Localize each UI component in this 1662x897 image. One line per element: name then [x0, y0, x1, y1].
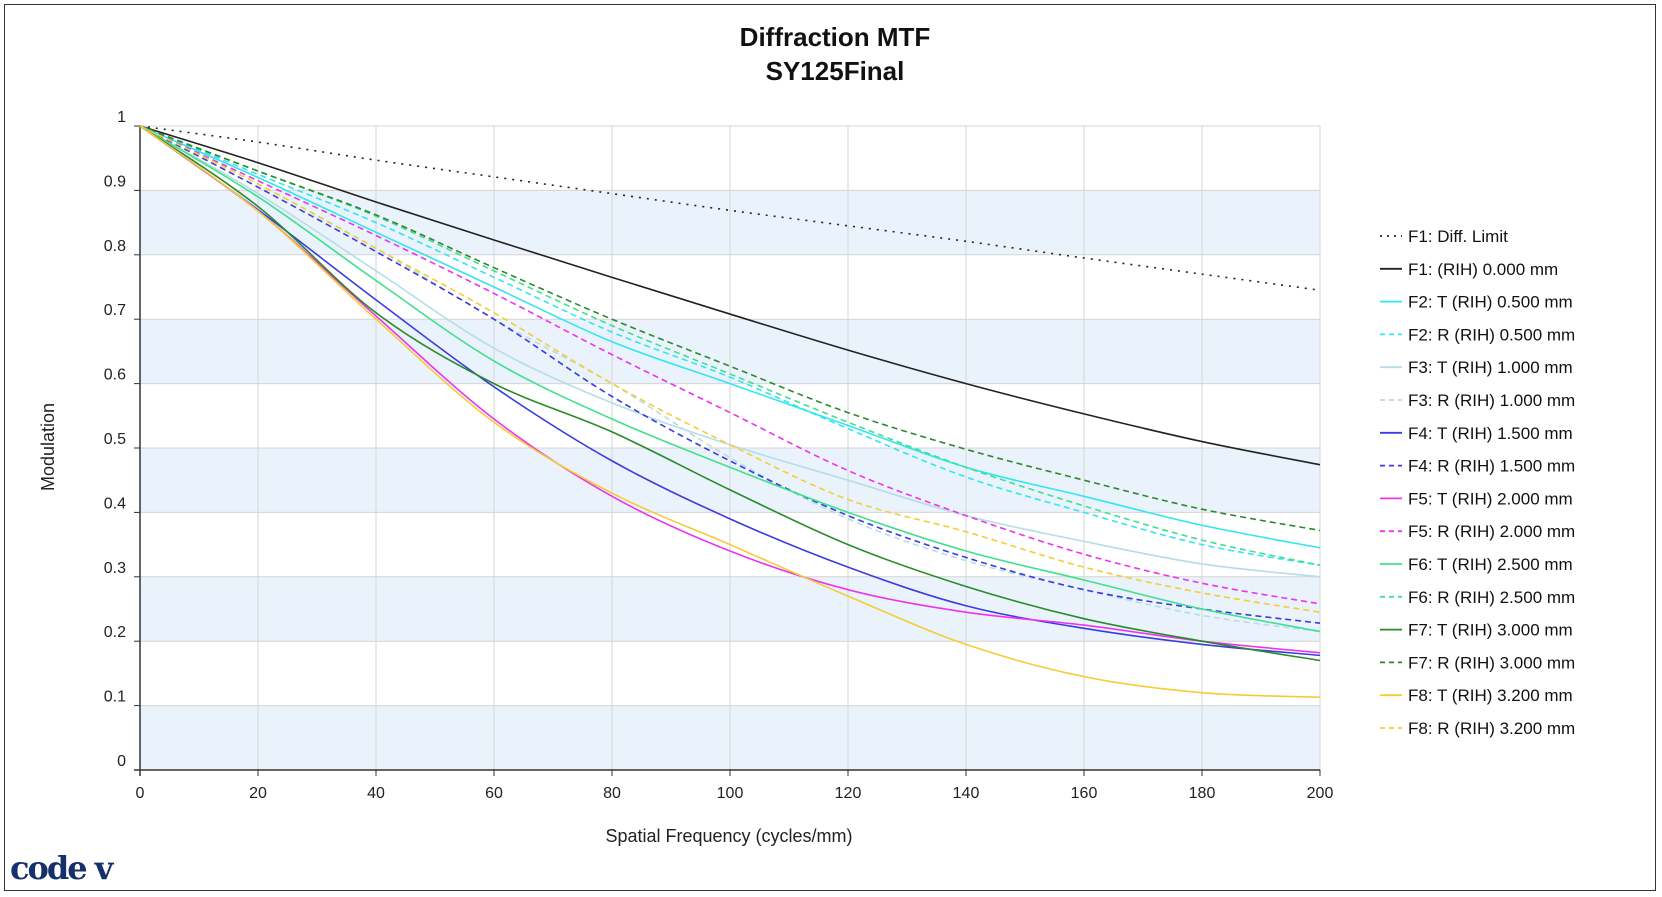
legend-entry: F1: (RIH) 0.000 mm	[1380, 260, 1558, 279]
chart-title: Diffraction MTF	[740, 22, 931, 52]
series-line-f5-t-rih-2-000-mm	[139, 125, 1321, 654]
y-tick-label: 0.9	[104, 173, 126, 190]
series-line-f1-rih-0-000-mm	[139, 125, 1321, 466]
legend-label: F5: R (RIH) 2.000 mm	[1408, 522, 1575, 541]
legend-label: F4: T (RIH) 1.500 mm	[1408, 424, 1573, 443]
series-line-f7-t-rih-3-000-mm	[139, 125, 1321, 662]
x-tick-label: 20	[249, 785, 267, 802]
y-tick-label: 0.8	[104, 238, 126, 255]
y-tick-label: 0.3	[104, 560, 126, 577]
legend-label: F3: T (RIH) 1.000 mm	[1408, 358, 1573, 377]
series-line-f6-t-rih-2-500-mm	[139, 125, 1321, 633]
x-tick-label: 200	[1307, 785, 1334, 802]
legend-label: F7: R (RIH) 3.000 mm	[1408, 653, 1575, 672]
legend-entry: F4: T (RIH) 1.500 mm	[1380, 424, 1573, 443]
series-line-f4-t-rih-1-500-mm	[139, 125, 1321, 657]
y-tick-label: 1	[117, 109, 126, 126]
legend-label: F6: R (RIH) 2.500 mm	[1408, 588, 1575, 607]
legend-label: F3: R (RIH) 1.000 mm	[1408, 391, 1575, 410]
y-tick-label: 0.7	[104, 302, 126, 319]
x-tick-label: 40	[367, 785, 385, 802]
x-tick-label: 180	[1189, 785, 1216, 802]
y-tick-label: 0	[117, 753, 126, 770]
legend-label: F1: (RIH) 0.000 mm	[1408, 260, 1558, 279]
y-tick-label: 0.4	[104, 495, 126, 512]
series-lines	[139, 125, 1321, 699]
legend-entry: F7: T (RIH) 3.000 mm	[1380, 621, 1573, 640]
y-tick-label: 0.1	[104, 689, 126, 706]
legend-label: F2: T (RIH) 0.500 mm	[1408, 293, 1573, 312]
legend: F1: Diff. Limit F1: (RIH) 0.000 mm F2: T (…	[1380, 227, 1575, 738]
legend-entry: F8: T (RIH) 3.200 mm	[1380, 686, 1573, 705]
legend-label: F1: Diff. Limit	[1408, 227, 1508, 246]
y-axis-label: Modulation	[38, 403, 58, 491]
legend-label: F8: R (RIH) 3.200 mm	[1408, 719, 1575, 738]
legend-entry: F1: Diff. Limit	[1380, 227, 1508, 246]
legend-label: F8: T (RIH) 3.200 mm	[1408, 686, 1573, 705]
legend-entry: F6: R (RIH) 2.500 mm	[1380, 588, 1575, 607]
legend-label: F7: T (RIH) 3.000 mm	[1408, 621, 1573, 640]
x-tick-label: 140	[953, 785, 980, 802]
x-tick-labels: 0 20 40 60 80 100 120 140 160 180 200	[136, 785, 1334, 802]
legend-label: F5: T (RIH) 2.000 mm	[1408, 489, 1573, 508]
legend-entry: F8: R (RIH) 3.200 mm	[1380, 719, 1575, 738]
x-tick-label: 160	[1071, 785, 1098, 802]
legend-entry: F6: T (RIH) 2.500 mm	[1380, 555, 1573, 574]
x-axis-label: Spatial Frequency (cycles/mm)	[605, 826, 852, 846]
series-line-f8-r-rih-3-200-mm	[139, 125, 1321, 614]
legend-entry: F7: R (RIH) 3.000 mm	[1380, 653, 1575, 672]
chart-subtitle: SY125Final	[766, 56, 905, 86]
legend-entry: F3: R (RIH) 1.000 mm	[1380, 391, 1575, 410]
legend-label: F6: T (RIH) 2.500 mm	[1408, 555, 1573, 574]
codev-logo: code v	[10, 849, 113, 887]
legend-label: F4: R (RIH) 1.500 mm	[1408, 457, 1575, 476]
y-tick-label: 0.5	[104, 431, 126, 448]
legend-entry: F3: T (RIH) 1.000 mm	[1380, 358, 1573, 377]
series-line-f2-t-rih-0-500-mm	[139, 125, 1321, 549]
series-line-f4-r-rih-1-500-mm	[139, 125, 1321, 624]
series-line-f7-r-rih-3-000-mm	[139, 125, 1321, 532]
y-tick-label: 0.6	[104, 367, 126, 384]
y-tick-labels: 0 0.1 0.2 0.3 0.4 0.5 0.6 0.7 0.8 0.9 1	[104, 109, 126, 770]
axes	[134, 125, 1321, 776]
x-tick-label: 100	[717, 785, 744, 802]
series-line-f2-r-rih-0-500-mm	[139, 125, 1321, 566]
x-tick-label: 0	[136, 785, 145, 802]
series-line-f8-t-rih-3-200-mm	[139, 125, 1321, 699]
legend-entry: F2: R (RIH) 0.500 mm	[1380, 325, 1575, 344]
x-tick-label: 80	[603, 785, 621, 802]
x-tick-label: 60	[485, 785, 503, 802]
legend-entry: F4: R (RIH) 1.500 mm	[1380, 457, 1575, 476]
legend-label: F2: R (RIH) 0.500 mm	[1408, 325, 1575, 344]
legend-entry: F5: T (RIH) 2.000 mm	[1380, 489, 1573, 508]
legend-entry: F5: R (RIH) 2.000 mm	[1380, 522, 1575, 541]
legend-entry: F2: T (RIH) 0.500 mm	[1380, 293, 1573, 312]
series-line-f5-r-rih-2-000-mm	[139, 125, 1321, 605]
x-tick-label: 120	[835, 785, 862, 802]
y-tick-label: 0.2	[104, 624, 126, 641]
